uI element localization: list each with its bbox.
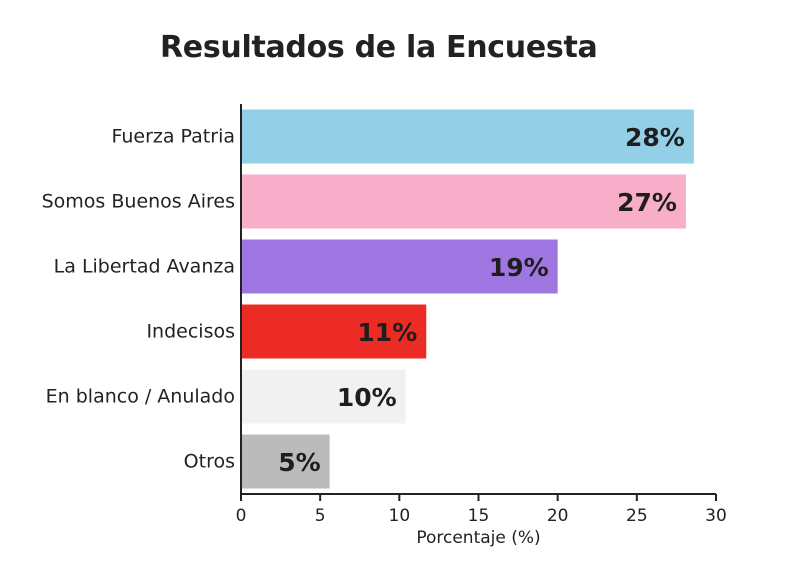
x-tick-label-10: 10 — [389, 506, 411, 526]
value-label-fuerza-patria: 28% — [625, 123, 685, 152]
labels-layer: Fuerza Patria 28% Somos Buenos Aires 27% La … — [42, 123, 685, 477]
x-tick-label-15: 15 — [468, 506, 490, 526]
value-label-somos-buenos-aires: 27% — [617, 188, 677, 217]
category-label-indecisos: Indecisos — [146, 321, 235, 343]
bar-fuerza-patria — [241, 109, 694, 164]
x-axis-title: Porcentaje (%) — [416, 528, 540, 548]
bar-somos-buenos-aires — [241, 174, 686, 229]
x-axis-ticks: 0 5 10 15 20 25 30 — [236, 494, 727, 526]
bar-en-blanco-anulado — [241, 369, 406, 424]
category-label-otros: Otros — [184, 451, 235, 473]
chart-title: Resultados de la Encuesta — [160, 30, 598, 65]
value-label-indecisos: 11% — [357, 318, 417, 347]
x-tick-label-25: 25 — [626, 506, 648, 526]
category-label-somos-buenos-aires: Somos Buenos Aires — [42, 191, 235, 213]
x-tick-label-0: 0 — [236, 506, 247, 526]
value-label-en-blanco-anulado: 10% — [337, 383, 397, 412]
bar-la-libertad-avanza — [241, 239, 558, 294]
x-tick-label-20: 20 — [547, 506, 569, 526]
category-label-la-libertad-avanza: La Libertad Avanza — [54, 256, 235, 278]
category-label-en-blanco-anulado: En blanco / Anulado — [46, 386, 235, 408]
x-tick-label-30: 30 — [705, 506, 727, 526]
bar-otros — [241, 434, 330, 489]
x-tick-label-5: 5 — [315, 506, 326, 526]
value-label-la-libertad-avanza: 19% — [489, 253, 549, 282]
category-label-fuerza-patria: Fuerza Patria — [111, 126, 235, 148]
value-label-otros: 5% — [278, 448, 320, 477]
bar-indecisos — [241, 304, 427, 359]
bars-layer — [241, 109, 694, 489]
